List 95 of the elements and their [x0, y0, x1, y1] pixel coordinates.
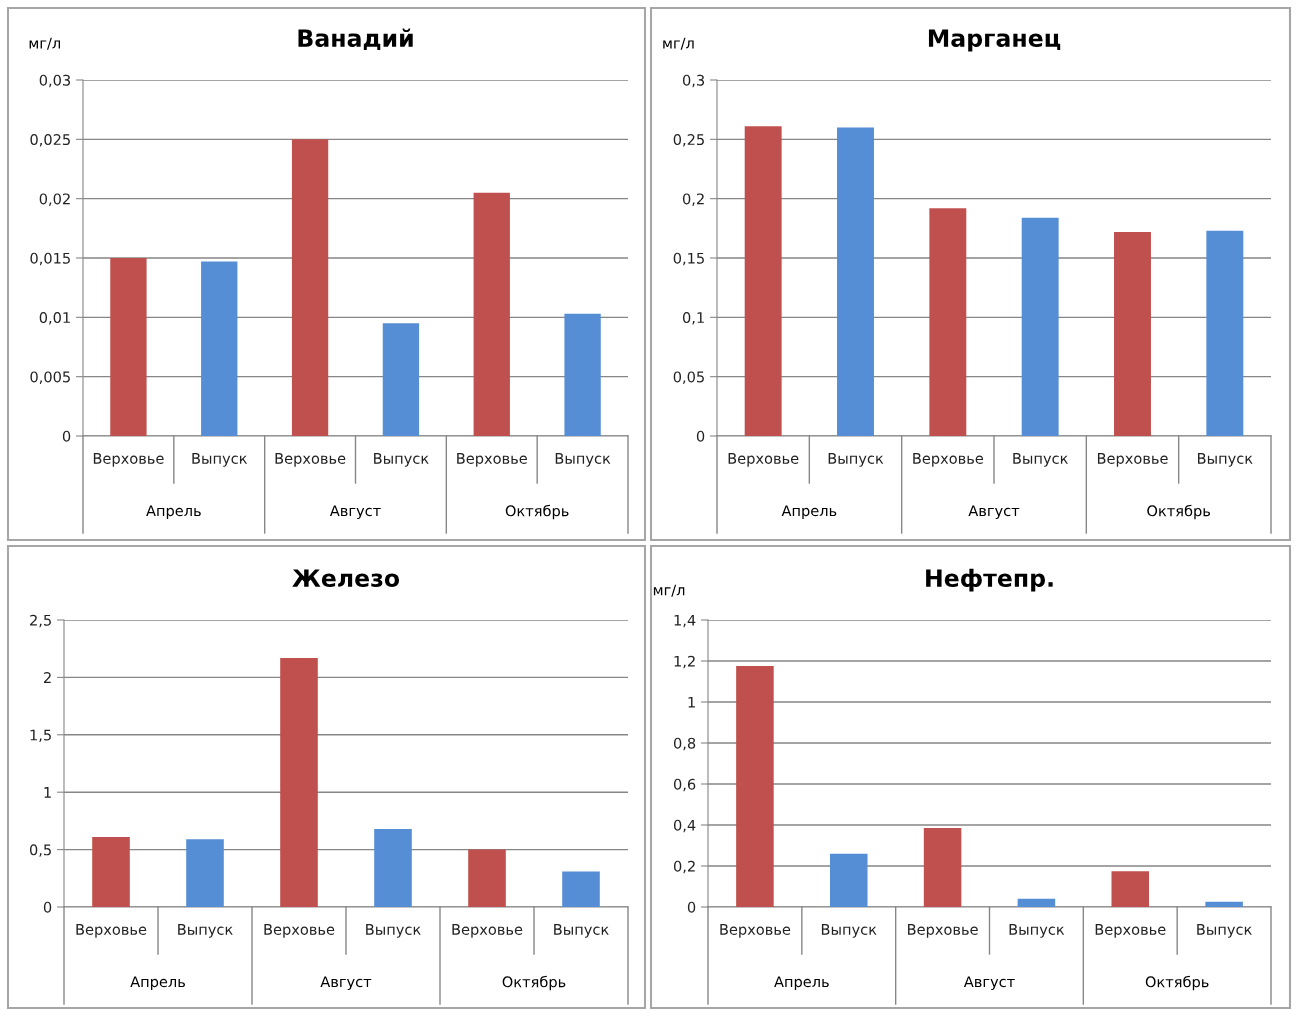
bar: [110, 258, 147, 436]
y-tick-label: 0,015: [30, 252, 70, 266]
y-tick-label: 0,025: [30, 134, 70, 147]
x-tick-label: Верховье: [76, 924, 147, 938]
y-tick-label: 0: [687, 901, 696, 913]
x-tick-label: Верховье: [93, 453, 164, 467]
x-tick-label: Верховье: [264, 924, 335, 938]
y-tick-label: 0,8: [673, 737, 696, 751]
x-tick-label: Верховье: [913, 453, 984, 467]
x-tick-label: Выпуск: [555, 453, 611, 467]
y-tick-label: 1: [44, 787, 51, 798]
bar: [1017, 898, 1056, 907]
bar: [291, 139, 329, 436]
bar: [564, 313, 601, 436]
text: Апрель: [146, 505, 201, 520]
y-tick-label: 2: [43, 672, 51, 683]
x-tick-label: Выпуск: [1009, 924, 1065, 938]
x-tick-label: Выпуск: [1013, 453, 1068, 467]
bar: [929, 208, 967, 436]
y-axis-title: мг/л: [29, 37, 60, 50]
x-tick-label: Выпуск: [1198, 453, 1253, 467]
x-tick-label: Верховье: [720, 924, 791, 938]
y-tick-label: 2,5: [30, 614, 51, 628]
text: Август: [968, 505, 1020, 520]
text: Октябрь: [1145, 975, 1209, 991]
y-tick-label: 0,4: [673, 819, 696, 833]
y-tick-label: 0,2: [682, 193, 704, 206]
y-tick-label: 1,4: [674, 614, 696, 628]
bar: [562, 871, 600, 907]
y-tick-label: 0,15: [673, 252, 704, 266]
bar: [382, 323, 420, 436]
text: Август: [963, 976, 1015, 991]
text: Апрель: [774, 976, 829, 991]
bar: [201, 261, 238, 436]
x-tick-label: Верховье: [908, 924, 978, 938]
bar: [1206, 230, 1244, 436]
y-tick-label: 0,02: [39, 193, 70, 206]
y-tick-label: 1,5: [30, 729, 51, 743]
bar: [280, 657, 318, 907]
y-tick-label: 0,05: [673, 371, 704, 384]
chart-title: Нефтепр.: [926, 568, 1053, 592]
bar: [1021, 217, 1059, 436]
chart-title: Ванадий: [298, 28, 413, 50]
y-tick-label: 0,005: [30, 371, 70, 384]
bar: [468, 849, 506, 907]
bar: [829, 853, 868, 907]
y-tick-label: 0,25: [673, 134, 704, 147]
chart-title: Железо: [292, 569, 400, 587]
chart-title: Марганец: [928, 29, 1061, 52]
bar: [186, 839, 224, 907]
y-tick-label: 0,01: [39, 312, 70, 325]
x-tick-label: Выпуск: [178, 924, 233, 938]
text: Октябрь: [505, 504, 569, 520]
x-tick-label: Верховье: [1097, 453, 1168, 467]
y-tick-label: 0: [696, 430, 705, 442]
x-tick-label: Выпуск: [828, 453, 884, 467]
bar: [744, 126, 782, 436]
text: Апрель: [781, 505, 837, 520]
bar: [1205, 901, 1243, 907]
y-tick-label: 0,5: [29, 844, 51, 857]
text: Август: [320, 976, 372, 991]
bar: [736, 666, 774, 907]
bar: [923, 828, 962, 907]
x-tick-label: Выпуск: [192, 453, 248, 467]
x-tick-label: Верховье: [457, 453, 527, 467]
x-tick-label: Выпуск: [554, 924, 609, 938]
x-tick-label: Выпуск: [374, 453, 429, 467]
y-tick-label: 1,2: [674, 655, 695, 669]
y-axis-title: мг/л: [653, 584, 685, 597]
bar: [1111, 871, 1150, 907]
y-tick-label: 0: [62, 430, 71, 442]
y-axis-title: мг/л: [663, 37, 694, 50]
text: Октябрь: [1147, 504, 1210, 520]
x-tick-label: Верховье: [452, 924, 523, 938]
y-tick-label: 0,1: [682, 312, 704, 325]
bar: [473, 192, 510, 436]
x-tick-label: Выпуск: [366, 924, 421, 938]
x-tick-label: Верховье: [275, 453, 346, 467]
x-tick-label: Верховье: [1095, 924, 1166, 938]
y-tick-label: 0,03: [39, 74, 71, 88]
y-tick-label: 0,3: [682, 74, 705, 88]
y-tick-label: 1: [688, 696, 695, 708]
bar: [837, 127, 874, 436]
bar: [374, 828, 412, 907]
text: Апрель: [130, 976, 185, 991]
y-tick-label: 0: [43, 901, 52, 913]
bar: [92, 836, 130, 907]
y-tick-label: 0,2: [673, 860, 695, 874]
x-tick-label: Выпуск: [1197, 924, 1252, 938]
y-tick-label: 0,6: [673, 778, 696, 792]
x-tick-label: Верховье: [728, 453, 799, 467]
text: Август: [329, 505, 381, 520]
x-tick-label: Выпуск: [821, 924, 877, 938]
bar: [1114, 231, 1151, 436]
text: Октябрь: [502, 975, 566, 991]
